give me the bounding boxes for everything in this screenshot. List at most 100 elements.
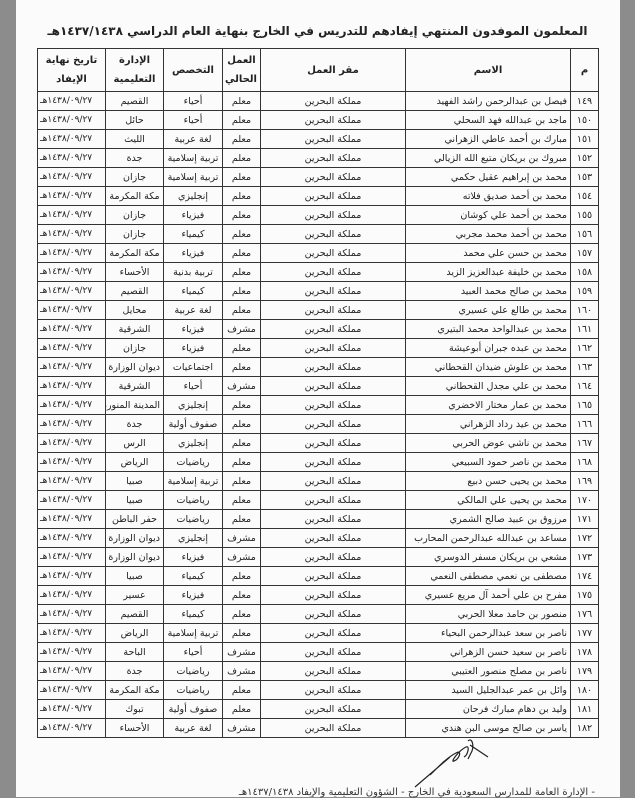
- teacher-name: محمد بن صالح محمد العبيد: [405, 281, 571, 301]
- table-row: ١٧٥ مفرح بن علي أحمد آل مريع عسيري مملكة ا…: [37, 585, 599, 605]
- specialty: كيمياء: [163, 566, 223, 586]
- table-row: ١٥٧ محمد بن حسن علي محمد مملكة البحرين معلم…: [37, 243, 599, 263]
- workplace: مملكة البحرين: [260, 509, 406, 529]
- header-end-date-line2: الإيفاد: [56, 74, 87, 85]
- row-number: ١٧٨: [570, 642, 599, 662]
- end-date: ١٤٣٨/٠٩/٢٧هـ: [37, 91, 106, 111]
- end-date: ١٤٣٨/٠٩/٢٧هـ: [37, 490, 106, 510]
- header-num: م: [570, 48, 599, 92]
- table-row: ١٥٦ محمد بن أحمد محمد مجربي مملكة البحرين م…: [37, 224, 599, 244]
- current-job: مشرف: [222, 319, 261, 339]
- end-date: ١٤٣٨/٠٩/٢٧هـ: [37, 718, 106, 738]
- education-admin: المدينة المنورة: [105, 395, 164, 415]
- current-job: معلم: [222, 224, 261, 244]
- teacher-name: محمد بن طالع علي عسيري: [405, 300, 571, 320]
- education-admin: جدة: [105, 661, 164, 681]
- teacher-name: مفرح بن علي أحمد آل مريع عسيري: [405, 585, 571, 605]
- current-job: معلم: [222, 490, 261, 510]
- table-row: ١٦٨ محمد بن ناصر حمود السبيعي مملكة البحري…: [37, 452, 599, 472]
- specialty: إنجليزي: [163, 433, 223, 453]
- current-job: معلم: [222, 357, 261, 377]
- current-job: معلم: [222, 300, 261, 320]
- current-job: معلم: [222, 338, 261, 358]
- current-job: معلم: [222, 414, 261, 434]
- end-date: ١٤٣٨/٠٩/٢٧هـ: [37, 661, 106, 681]
- row-number: ١٦٠: [570, 300, 599, 320]
- workplace: مملكة البحرين: [260, 604, 406, 624]
- row-number: ١٧١: [570, 509, 599, 529]
- workplace: مملكة البحرين: [260, 91, 406, 111]
- teacher-name: مبارك بن أحمد عاطي الزهراني: [405, 129, 571, 149]
- workplace: مملكة البحرين: [260, 699, 406, 719]
- row-number: ١٨١: [570, 699, 599, 719]
- workplace: مملكة البحرين: [260, 338, 406, 358]
- teacher-name: وليد بن دهام مبارك فرحان: [405, 699, 571, 719]
- table-row: ١٧٤ مصطفى بن نعمي مصطفى النعمي مملكة البحر…: [37, 566, 599, 586]
- current-job: معلم: [222, 167, 261, 187]
- teacher-name: محمد بن عبدالواحد محمد البتيري: [405, 319, 571, 339]
- current-job: معلم: [222, 129, 261, 149]
- end-date: ١٤٣٨/٠٩/٢٧هـ: [37, 205, 106, 225]
- education-admin: الليث: [105, 129, 164, 149]
- education-admin: الرياض: [105, 452, 164, 472]
- current-job: معلم: [222, 623, 261, 643]
- end-date: ١٤٣٨/٠٩/٢٧هـ: [37, 433, 106, 453]
- row-number: ١٧٤: [570, 566, 599, 586]
- row-number: ١٧٦: [570, 604, 599, 624]
- end-date: ١٤٣٨/٠٩/٢٧هـ: [37, 585, 106, 605]
- end-date: ١٤٣٨/٠٩/٢٧هـ: [37, 224, 106, 244]
- table-row: ١٧٩ ناصر بن مصلح منصور العتيبي مملكة البحر…: [37, 661, 599, 681]
- end-date: ١٤٣٨/٠٩/٢٧هـ: [37, 566, 106, 586]
- specialty: تربية إسلامية: [163, 148, 223, 168]
- current-job: معلم: [222, 452, 261, 472]
- specialty: اجتماعيات: [163, 357, 223, 377]
- education-admin: جازان: [105, 167, 164, 187]
- row-number: ١٥٦: [570, 224, 599, 244]
- workplace: مملكة البحرين: [260, 414, 406, 434]
- row-number: ١٥٨: [570, 262, 599, 282]
- education-admin: الباحة: [105, 642, 164, 662]
- workplace: مملكة البحرين: [260, 661, 406, 681]
- specialty: فيزياء: [163, 319, 223, 339]
- workplace: مملكة البحرين: [260, 680, 406, 700]
- workplace: مملكة البحرين: [260, 300, 406, 320]
- end-date: ١٤٣٨/٠٩/٢٧هـ: [37, 680, 106, 700]
- teacher-name: ناصر بن مصلح منصور العتيبي: [405, 661, 571, 681]
- current-job: معلم: [222, 395, 261, 415]
- current-job: معلم: [222, 91, 261, 111]
- education-admin: جازان: [105, 205, 164, 225]
- teachers-table: م الاسم مقر العمل العمل الحالي التخصص الإ…: [37, 48, 599, 738]
- teacher-name: محمد بن علي مجدل القحطاني: [405, 376, 571, 396]
- end-date: ١٤٣٨/٠٩/٢٧هـ: [37, 110, 106, 130]
- specialty: لغة عربية: [163, 300, 223, 320]
- teacher-name: ناصر بن سعد عبدالرحمن البحياء: [405, 623, 571, 643]
- end-date: ١٤٣٨/٠٩/٢٧هـ: [37, 699, 106, 719]
- workplace: مملكة البحرين: [260, 186, 406, 206]
- specialty: فيزياء: [163, 205, 223, 225]
- end-date: ١٤٣٨/٠٩/٢٧هـ: [37, 376, 106, 396]
- row-number: ١٥٩: [570, 281, 599, 301]
- teacher-name: محمد بن عيد رداد الزهراني: [405, 414, 571, 434]
- current-job: معلم: [222, 281, 261, 301]
- row-number: ١٧٩: [570, 661, 599, 681]
- workplace: مملكة البحرين: [260, 452, 406, 472]
- workplace: مملكة البحرين: [260, 205, 406, 225]
- specialty: فيزياء: [163, 585, 223, 605]
- row-number: ١٨٢: [570, 718, 599, 738]
- table-row: ١٦٥ محمد بن عمار مختار الاخضري مملكة البحر…: [37, 395, 599, 415]
- specialty: تربية إسلامية: [163, 167, 223, 187]
- row-number: ١٧٧: [570, 623, 599, 643]
- teacher-name: محمد بن يحيى علي المالكي: [405, 490, 571, 510]
- specialty: فيزياء: [163, 243, 223, 263]
- current-job: مشرف: [222, 718, 261, 738]
- header-name: الاسم: [405, 48, 571, 92]
- header-admin-line1: الإدارة: [118, 55, 151, 66]
- end-date: ١٤٣٨/٠٩/٢٧هـ: [37, 357, 106, 377]
- table-row: ١٥١ مبارك بن أحمد عاطي الزهراني مملكة البح…: [37, 129, 599, 149]
- workplace: مملكة البحرين: [260, 319, 406, 339]
- workplace: مملكة البحرين: [260, 623, 406, 643]
- end-date: ١٤٣٨/٠٩/٢٧هـ: [37, 186, 106, 206]
- education-admin: الرس: [105, 433, 164, 453]
- specialty: فيزياء: [163, 547, 223, 567]
- header-workplace: مقر العمل: [260, 48, 406, 92]
